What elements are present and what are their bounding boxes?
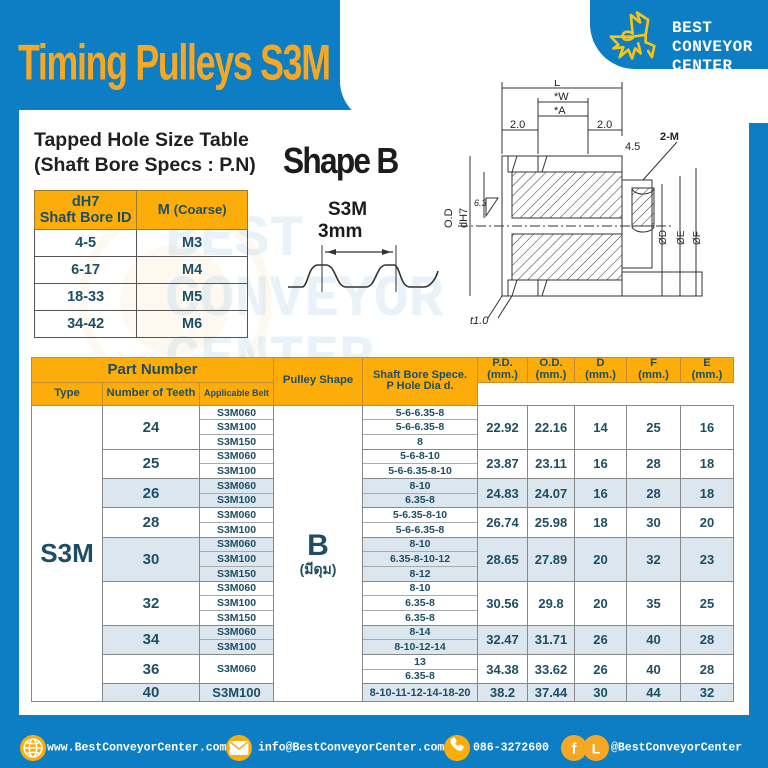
svg-text:*A: *A <box>554 105 566 117</box>
svg-text:S3M: S3M <box>328 199 367 220</box>
svg-text:3mm: 3mm <box>318 221 362 242</box>
svg-text:ØD: ØD <box>658 230 669 245</box>
svg-text:2-M: 2-M <box>660 131 679 143</box>
svg-text:6.3: 6.3 <box>474 198 487 208</box>
svg-text:L: L <box>592 740 601 756</box>
svg-text:t1.0: t1.0 <box>470 315 489 327</box>
svg-text:f: f <box>571 740 577 757</box>
svg-text:*W: *W <box>554 91 569 103</box>
svg-text:O.D: O.D <box>443 208 455 228</box>
svg-text:ØE: ØE <box>676 230 687 245</box>
svg-text:4.5: 4.5 <box>625 141 640 153</box>
svg-text:L: L <box>554 80 560 89</box>
svg-text:dH7: dH7 <box>458 208 470 228</box>
svg-text:2.0: 2.0 <box>597 119 612 131</box>
svg-text:2.0: 2.0 <box>510 119 525 131</box>
svg-text:ØF: ØF <box>692 231 703 245</box>
